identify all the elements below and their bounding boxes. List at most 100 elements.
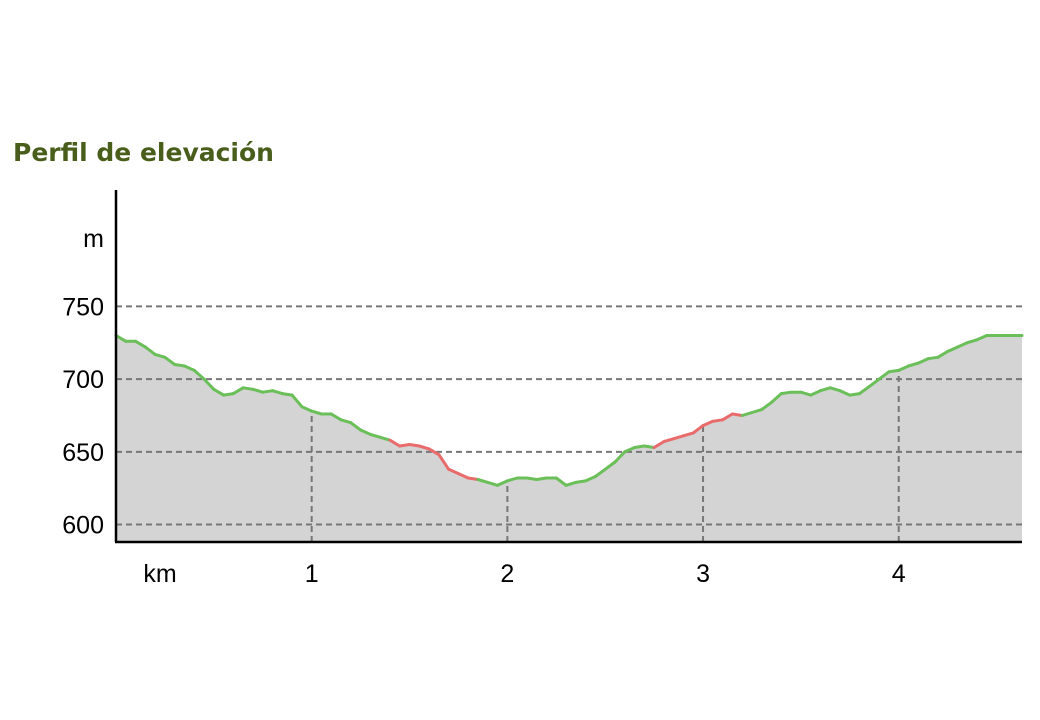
profile-segment — [134, 339, 147, 349]
profile-segment — [280, 392, 294, 397]
grid-group — [116, 305, 1022, 542]
profile-segment — [662, 437, 676, 444]
chart-title: Perfil de elevación — [13, 138, 274, 167]
profile-segment — [730, 412, 744, 417]
profile-segment — [858, 384, 871, 396]
profile-segment — [456, 472, 470, 480]
profile-segment — [682, 431, 695, 438]
profile-segment — [799, 390, 813, 397]
elevation-area — [116, 335, 1022, 542]
profile-segment — [398, 443, 411, 448]
profile-segment — [349, 421, 363, 432]
profile-segment — [192, 368, 206, 381]
tick-labels-group: 600 650 700 750 m 1 2 3 4 km — [62, 225, 905, 588]
profile-segment — [368, 432, 382, 439]
profile-segment — [535, 476, 548, 481]
profile-segment — [907, 361, 920, 368]
profile-segment — [173, 363, 186, 368]
profile-segment — [359, 428, 372, 436]
profile-segment — [564, 480, 578, 487]
axes-group — [114, 190, 1022, 544]
profile-segment — [897, 364, 910, 372]
profile-segment — [750, 408, 764, 414]
profile-segment — [329, 412, 343, 422]
profile-segment — [466, 476, 480, 481]
profile-segment — [261, 389, 274, 394]
profile-segment — [877, 370, 891, 381]
profile-segment — [300, 405, 314, 413]
area-fill-group — [116, 335, 1022, 542]
profile-segment — [202, 377, 216, 391]
x-tick-label-2: 2 — [500, 560, 514, 588]
profile-segment — [838, 389, 852, 397]
profile-segment — [965, 338, 979, 345]
profile-segment — [926, 355, 940, 361]
profile-segment — [231, 386, 245, 396]
profile-segment — [818, 386, 832, 393]
profile-segment — [241, 386, 255, 391]
y-tick-label-750: 750 — [62, 293, 104, 321]
profile-segment — [975, 334, 989, 342]
profile-segment — [554, 476, 568, 487]
profile-segment — [339, 418, 353, 425]
profile-segment — [525, 476, 539, 481]
y-tick-label-650: 650 — [62, 439, 104, 467]
profile-segment — [867, 377, 881, 388]
profile-segment — [946, 345, 959, 353]
profile-segment — [290, 393, 304, 409]
profile-line-group — [114, 334, 1024, 487]
profile-segment — [633, 444, 646, 449]
y-axis-unit-label: m — [83, 225, 104, 253]
profile-segment — [505, 476, 519, 483]
profile-segment — [809, 389, 822, 397]
x-axis-unit-label: km — [143, 560, 176, 588]
profile-segment — [701, 419, 715, 428]
profile-segment — [828, 386, 842, 393]
profile-segment — [222, 392, 235, 397]
profile-segment — [584, 475, 597, 483]
profile-segment — [740, 411, 754, 417]
profile-segment — [143, 345, 157, 356]
x-tick-label-3: 3 — [696, 560, 710, 588]
profile-segment — [310, 409, 323, 416]
profile-segment — [417, 444, 431, 451]
profile-segment — [623, 446, 637, 454]
profile-segment — [652, 440, 666, 449]
profile-segment — [163, 355, 177, 366]
profile-segment — [603, 460, 617, 471]
profile-segment — [251, 387, 265, 394]
profile-segment — [936, 350, 950, 359]
profile-segment — [408, 443, 421, 448]
profile-segment — [114, 334, 128, 343]
profile-segment — [271, 389, 284, 396]
profile-segment — [887, 368, 901, 374]
x-tick-label-4: 4 — [892, 560, 906, 588]
profile-segment — [760, 400, 773, 412]
profile-segment — [183, 364, 196, 372]
y-tick-label-600: 600 — [62, 512, 104, 540]
profile-segment — [779, 390, 793, 396]
x-tick-label-1: 1 — [305, 560, 319, 588]
profile-segment — [437, 453, 451, 471]
profile-segment — [770, 392, 783, 404]
profile-segment — [642, 444, 656, 449]
profile-segment — [388, 438, 402, 448]
profile-segment — [212, 387, 226, 397]
profile-segment — [711, 418, 725, 423]
profile-segment — [955, 341, 969, 349]
profile-segment — [593, 467, 607, 478]
y-tick-label-700: 700 — [62, 366, 104, 394]
profile-segment — [574, 479, 588, 484]
profile-segment — [496, 479, 509, 487]
profile-segment — [476, 478, 490, 484]
profile-segment — [721, 412, 734, 422]
profile-segment — [613, 450, 627, 464]
profile-segment — [916, 357, 930, 365]
profile-segment — [427, 447, 441, 457]
profile-segment — [447, 467, 460, 476]
profile-segment — [486, 480, 500, 487]
profile-segment — [153, 352, 167, 359]
profile-segment — [378, 435, 392, 442]
